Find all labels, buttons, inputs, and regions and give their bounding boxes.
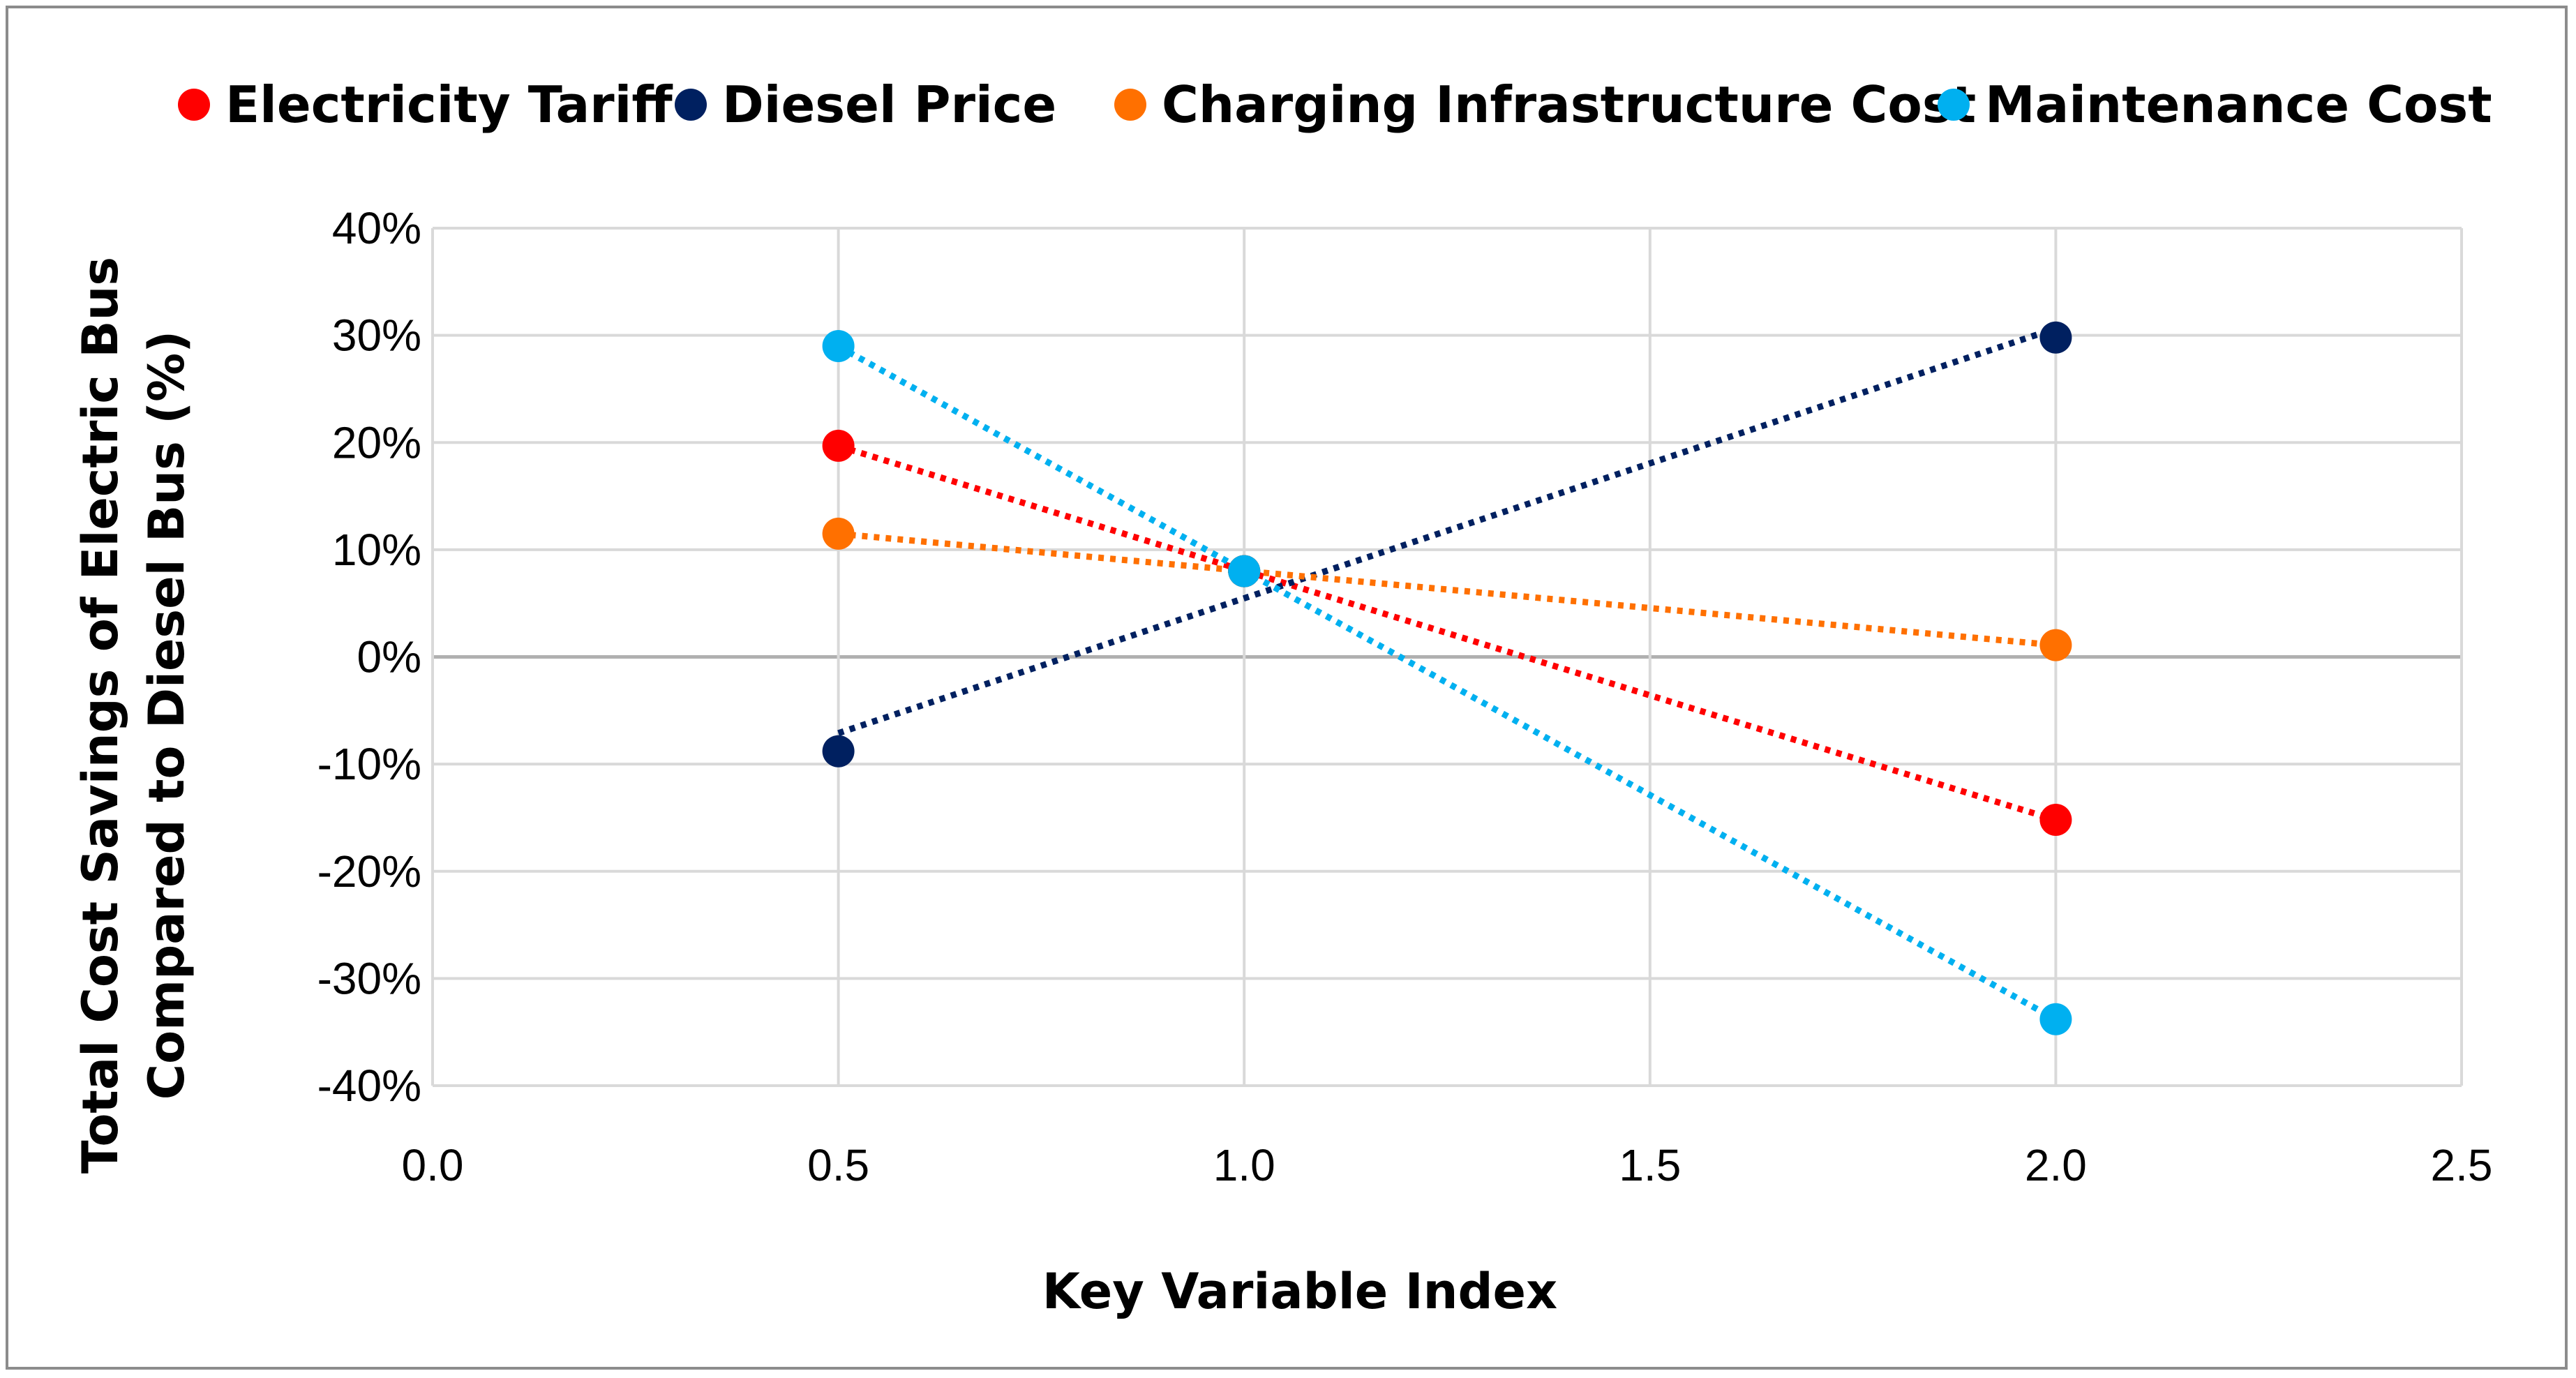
data-point-series-2 [2039, 629, 2072, 661]
data-point-series-2 [822, 517, 855, 550]
y-tick-label: 30% [332, 310, 421, 361]
data-point-series-0 [822, 429, 855, 462]
x-tick-label: 1.5 [1619, 1140, 1681, 1190]
trendline-series-3 [837, 343, 2058, 1022]
y-tick-label: -30% [317, 953, 421, 1003]
legend-marker [178, 89, 210, 121]
legend-item: Charging Infrastructure Cost [1114, 75, 1976, 134]
y-tick-label: -40% [317, 1061, 421, 1111]
gridlines [431, 227, 2463, 1087]
y-tick-label: 10% [332, 525, 421, 575]
trendlines [837, 325, 2058, 1022]
legend: Electricity Tariff Diesel Price Charging I… [178, 75, 2492, 134]
y-tick-label: -10% [317, 739, 421, 789]
x-axis-title: Key Variable Index [1042, 1263, 1557, 1320]
x-tick-label: 1.0 [1213, 1140, 1275, 1190]
x-tick-label: 0.5 [807, 1140, 869, 1190]
data-points [822, 321, 2072, 1035]
legend-label: Maintenance Cost [1985, 75, 2492, 134]
x-tick-label: 0.0 [402, 1140, 464, 1190]
legend-marker [675, 89, 707, 121]
x-tick-label: 2.5 [2431, 1140, 2493, 1190]
data-point-series-3 [2039, 1003, 2072, 1035]
data-point-series-3 [1228, 555, 1261, 587]
trendline-series-1 [837, 325, 2057, 737]
legend-label: Electricity Tariff [225, 75, 673, 134]
y-axis-title: Total Cost Savings of Electric Bus Compa… [72, 257, 195, 1174]
y-tick-label: 40% [332, 203, 421, 253]
legend-item: Diesel Price [675, 75, 1056, 134]
y-axis-ticks: 40% 30% 20% 10% 0% -10% -20% -30% -40% [317, 203, 421, 1111]
y-tick-label: 20% [332, 417, 421, 467]
legend-item: Electricity Tariff [178, 75, 673, 134]
y-tick-label: -20% [317, 846, 421, 897]
data-point-series-0 [2039, 804, 2072, 837]
legend-label: Diesel Price [722, 75, 1056, 134]
data-point-series-3 [822, 329, 855, 362]
y-axis-title-line-2: Compared to Diesel Bus (%) [138, 331, 195, 1100]
data-point-series-1 [2039, 321, 2072, 354]
x-axis-ticks: 0.0 0.5 1.0 1.5 2.0 2.5 [402, 1140, 2493, 1190]
data-point-series-1 [822, 735, 855, 767]
y-tick-label: 0% [357, 632, 422, 682]
legend-marker [1938, 89, 1970, 121]
legend-label: Charging Infrastructure Cost [1162, 75, 1976, 134]
y-axis-title-line-1: Total Cost Savings of Electric Bus [72, 257, 129, 1174]
trendline-series-2 [838, 530, 2056, 649]
x-tick-label: 2.0 [2025, 1140, 2087, 1190]
legend-item: Maintenance Cost [1938, 75, 2492, 134]
legend-marker [1114, 89, 1146, 121]
